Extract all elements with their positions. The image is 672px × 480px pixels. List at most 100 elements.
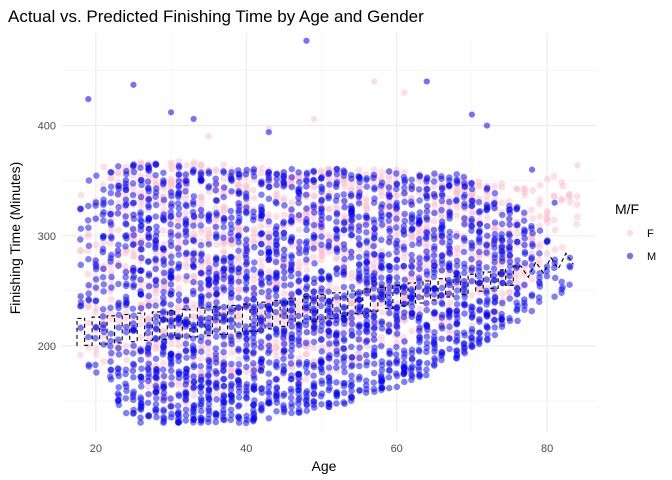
data-point — [400, 378, 408, 386]
data-point — [197, 388, 205, 396]
data-point — [212, 390, 220, 398]
data-point — [295, 298, 302, 306]
data-point — [220, 223, 227, 231]
data-point — [325, 288, 332, 296]
data-point — [129, 275, 137, 282]
data-point — [528, 276, 536, 283]
data-point — [137, 267, 144, 275]
data-point — [183, 161, 190, 169]
data-point — [145, 167, 153, 175]
data-point — [392, 170, 400, 177]
data-point — [498, 231, 506, 238]
data-point — [475, 259, 483, 267]
data-point — [520, 226, 528, 233]
data-point — [551, 274, 559, 282]
data-point — [250, 208, 257, 215]
data-point — [122, 263, 129, 270]
data-point — [476, 220, 484, 228]
data-point — [415, 216, 423, 224]
data-point — [168, 177, 175, 185]
data-point — [182, 187, 189, 195]
data-point — [303, 282, 311, 290]
data-point — [325, 214, 333, 222]
data-point — [483, 222, 491, 230]
data-point — [137, 314, 144, 321]
data-point — [446, 335, 453, 343]
data-point — [475, 267, 483, 275]
data-point — [205, 358, 213, 365]
data-point — [205, 365, 213, 373]
data-point — [243, 416, 251, 424]
data-point — [483, 184, 491, 192]
data-point — [198, 414, 205, 422]
data-point — [438, 221, 446, 229]
data-point — [265, 168, 273, 176]
data-point — [302, 317, 310, 325]
data-point — [129, 410, 137, 417]
data-point — [341, 400, 348, 408]
data-point — [520, 217, 528, 224]
data-point — [213, 396, 220, 403]
data-point — [100, 328, 108, 336]
data-point — [332, 332, 340, 340]
data-point — [167, 414, 175, 421]
data-point — [250, 367, 258, 374]
data-point — [348, 320, 356, 328]
data-point — [265, 302, 273, 310]
data-point — [175, 291, 183, 298]
data-point — [483, 298, 491, 305]
data-point — [137, 373, 144, 380]
data-point — [302, 191, 310, 198]
data-point — [310, 245, 317, 252]
data-point — [145, 272, 153, 280]
data-point — [491, 316, 498, 324]
data-point — [573, 220, 581, 228]
data-point — [107, 189, 115, 197]
data-point — [243, 335, 250, 343]
data-point — [347, 343, 355, 351]
data-point — [348, 175, 355, 182]
data-point — [242, 260, 250, 268]
data-point — [77, 292, 84, 300]
data-point — [476, 307, 483, 314]
data-point — [332, 285, 340, 292]
data-point — [499, 290, 506, 297]
data-point — [468, 227, 475, 235]
data-point — [310, 390, 318, 398]
data-point — [152, 245, 159, 253]
data-point — [453, 196, 460, 204]
data-point — [288, 342, 296, 350]
data-point — [250, 276, 258, 284]
data-point — [333, 270, 341, 278]
data-point — [115, 351, 123, 358]
data-point — [108, 349, 115, 357]
data-point — [453, 212, 460, 219]
data-point — [182, 218, 190, 225]
data-point — [529, 215, 537, 222]
data-point — [453, 314, 461, 322]
data-point — [235, 217, 243, 225]
data-point — [445, 307, 453, 314]
data-point — [159, 227, 167, 234]
data-point — [205, 292, 213, 299]
data-point — [446, 281, 453, 289]
data-point — [326, 340, 333, 347]
data-point — [355, 329, 363, 336]
data-point — [152, 161, 160, 168]
data-point — [212, 413, 220, 421]
data-point — [212, 167, 220, 175]
data-point — [197, 285, 205, 293]
data-point — [257, 222, 265, 230]
data-point — [107, 296, 115, 303]
data-point — [483, 289, 490, 297]
data-point — [295, 359, 303, 366]
data-point — [144, 345, 152, 352]
data-point — [370, 325, 378, 333]
data-point — [408, 226, 415, 234]
data-point-outlier — [167, 109, 175, 116]
data-point — [264, 274, 272, 282]
data-point — [272, 258, 280, 266]
data-point — [392, 224, 400, 231]
data-point — [408, 263, 416, 271]
data-point — [182, 319, 190, 326]
